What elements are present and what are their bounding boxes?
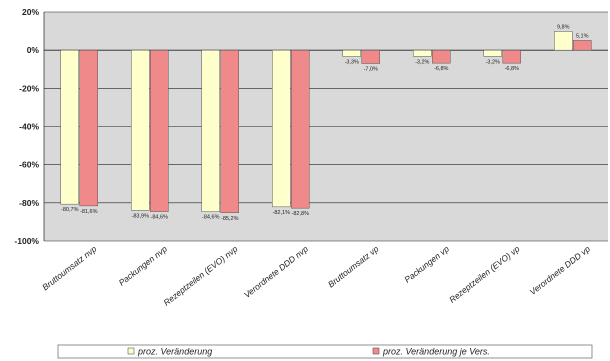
x-axis: Bruttoumsatz nvp Packungen nvpRezeptzeile…	[40, 244, 592, 308]
data-labels: -80,7% -81,6%-83,9% -84,6% -84,6% -85,2%-82,…	[61, 24, 589, 221]
data-label: -85,2%	[221, 216, 239, 222]
y-tick-label: -20%	[19, 83, 39, 93]
bar-series-2	[502, 49, 521, 64]
bar-series-2	[573, 40, 592, 51]
data-label: -3,3%	[345, 59, 359, 65]
bar-series-1	[483, 49, 502, 57]
data-label: -80,7%	[61, 207, 79, 213]
bar-series-1	[201, 49, 220, 212]
data-label: 5,1%	[576, 33, 589, 39]
data-label: -3,2%	[415, 59, 429, 65]
data-label: -6,8%	[434, 66, 448, 72]
bar-series-1	[342, 49, 361, 57]
data-label: -84,6%	[202, 215, 220, 221]
y-tick-label: -100%	[14, 236, 39, 246]
bar-series-1	[554, 31, 573, 51]
legend-swatch-series-1	[127, 347, 135, 355]
x-tick-label: Packungen vp	[402, 244, 451, 285]
bar-series-2	[79, 49, 98, 207]
x-tick-label: Rezeptzeilen (EVO) nvp	[161, 244, 239, 308]
data-label: -81,6%	[80, 209, 98, 215]
bar-series-1	[60, 49, 79, 205]
y-tick-label: -80%	[19, 198, 39, 208]
bar-series-2	[432, 49, 451, 64]
x-tick-label: Bruttoumsatz vp	[326, 244, 381, 290]
bars	[60, 31, 592, 214]
y-tick-label: -60%	[19, 160, 39, 170]
y-tick-label: 0%	[27, 45, 40, 55]
data-label: 9,8%	[557, 24, 570, 30]
data-label: -82,1%	[273, 210, 291, 216]
legend-label-series-1: proz. Veränderung	[137, 347, 212, 357]
bar-series-2	[291, 49, 310, 209]
x-tick-label: Rezeptzeilen (EVO) vp	[447, 244, 521, 305]
data-label: -84,6%	[151, 215, 169, 221]
data-label: -6,8%	[505, 66, 519, 72]
x-tick-label: Verordnete DDD vp	[528, 244, 593, 298]
legend-swatch-series-2	[372, 347, 380, 355]
data-label: -83,9%	[132, 213, 150, 219]
x-tick-label: Verordnete DDD nvp	[242, 244, 310, 300]
bar-series-1	[413, 49, 432, 57]
data-label: -82,8%	[292, 211, 310, 217]
legend: proz. Veränderung proz. Veränderung je V…	[57, 344, 593, 359]
bar-series-1	[272, 49, 291, 208]
x-tick-label: Packungen nvp	[117, 244, 170, 288]
bar-series-1	[131, 49, 150, 211]
legend-label-series-2: proz. Veränderung je Vers.	[382, 347, 490, 357]
bar-series-2	[150, 49, 169, 212]
y-tick-label: 20%	[22, 7, 39, 17]
y-axis: 20% 0% -20% -40% -60% -80% -100%	[14, 7, 45, 246]
bar-series-2	[361, 49, 380, 64]
data-label: -3,2%	[486, 59, 500, 65]
y-tick-label: -40%	[19, 122, 39, 132]
legend-box	[57, 344, 593, 359]
data-label: -7,0%	[364, 67, 378, 73]
x-tick-label: Bruttoumsatz nvp	[40, 244, 98, 293]
bar-series-2	[220, 49, 239, 214]
